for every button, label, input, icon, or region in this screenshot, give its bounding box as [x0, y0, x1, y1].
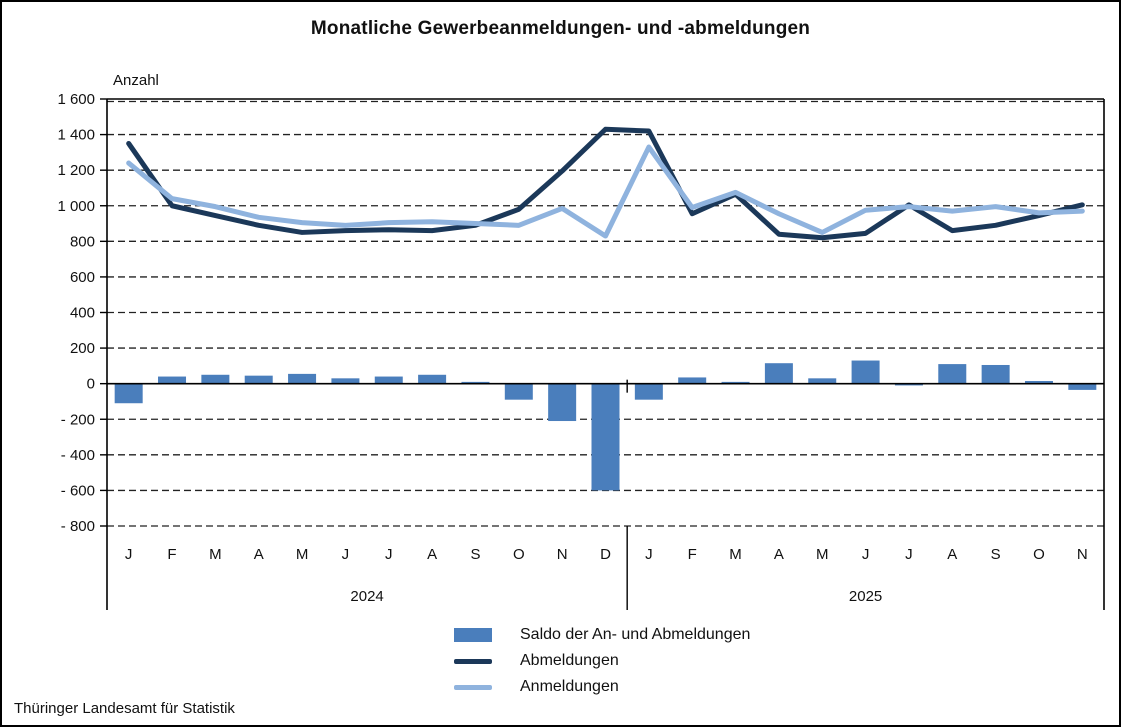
month-label: J: [385, 546, 393, 563]
chart-title: Monatliche Gewerbeanmeldungen- und -abme…: [310, 18, 811, 39]
saldo-bar: [504, 383, 533, 400]
y-tick-label: - 400: [61, 447, 95, 464]
saldo-bar: [548, 383, 577, 422]
saldo-bar: [1024, 380, 1053, 384]
legend-label-saldo: Saldo der An- und Abmeldungen: [520, 626, 751, 643]
y-tick-label: 400: [70, 305, 95, 322]
month-label: J: [862, 546, 870, 563]
saldo-bar: [1068, 383, 1097, 390]
month-label: A: [947, 546, 957, 563]
legend-item-anmeldungen: Anmeldungen: [454, 674, 750, 700]
saldo-bar: [114, 383, 143, 404]
saldo-bar: [288, 373, 317, 384]
y-tick-label: - 800: [61, 518, 95, 535]
month-label: F: [688, 546, 697, 563]
line-anmeldungen: [126, 144, 1085, 239]
month-label: N: [557, 546, 568, 563]
saldo-bar: [201, 374, 230, 384]
month-label: O: [1033, 546, 1045, 563]
y-tick-label: 1 400: [57, 127, 95, 144]
legend-label-anmeldungen: Anmeldungen: [520, 678, 619, 695]
month-label: J: [645, 546, 653, 563]
y-tick-label: 0: [87, 376, 95, 393]
y-tick-label: 1 600: [57, 91, 95, 108]
y-tick-label: 800: [70, 233, 95, 250]
legend: Saldo der An- und Abmeldungen Abmeldunge…: [454, 622, 750, 700]
saldo-bar: [634, 383, 663, 400]
month-label: S: [991, 546, 1001, 563]
legend-swatch-saldo-icon: [454, 628, 492, 642]
month-label: A: [427, 546, 437, 563]
year-label: 2024: [350, 588, 383, 605]
saldo-bar: [851, 360, 880, 384]
source-note: Thüringer Landesamt für Statistik: [14, 700, 235, 717]
saldo-bar: [981, 364, 1010, 384]
month-label: A: [254, 546, 264, 563]
saldo-bar: [808, 378, 837, 384]
saldo-bar: [418, 374, 447, 384]
saldo-bar: [461, 381, 490, 384]
y-tick-label: 1 200: [57, 162, 95, 179]
y-tick-label: - 200: [61, 411, 95, 428]
y-tick-label: 200: [70, 340, 95, 357]
month-label: J: [905, 546, 913, 563]
month-label: J: [125, 546, 133, 563]
month-label: A: [774, 546, 784, 563]
y-tick-label: 1 000: [57, 198, 95, 215]
month-label: O: [513, 546, 525, 563]
saldo-bar: [894, 383, 923, 386]
legend-label-abmeldungen: Abmeldungen: [520, 652, 619, 669]
y-axis-title: Anzahl: [113, 72, 159, 89]
saldo-bar: [721, 381, 750, 384]
month-label: F: [167, 546, 176, 563]
saldo-bar: [764, 363, 793, 384]
legend-swatch-anmeldungen-icon: [454, 684, 492, 690]
month-label: M: [296, 546, 309, 563]
month-label: D: [600, 546, 611, 563]
month-label: M: [816, 546, 829, 563]
month-label: M: [209, 546, 222, 563]
saldo-bar: [158, 376, 187, 384]
year-label: 2025: [849, 588, 882, 605]
y-tick-label: 600: [70, 269, 95, 286]
line-abmeldungen: [126, 126, 1085, 241]
saldo-bar: [331, 378, 360, 384]
y-tick-label: - 600: [61, 482, 95, 499]
month-label: J: [342, 546, 350, 563]
month-label: M: [729, 546, 742, 563]
legend-item-abmeldungen: Abmeldungen: [454, 648, 750, 674]
month-label: N: [1077, 546, 1088, 563]
saldo-bar: [678, 377, 707, 384]
saldo-bar: [938, 364, 967, 384]
saldo-bar: [374, 376, 403, 384]
legend-swatch-abmeldungen-icon: [454, 658, 492, 664]
saldo-bar: [591, 383, 620, 491]
month-label: S: [470, 546, 480, 563]
saldo-bar: [244, 375, 273, 384]
legend-item-saldo: Saldo der An- und Abmeldungen: [454, 622, 750, 648]
